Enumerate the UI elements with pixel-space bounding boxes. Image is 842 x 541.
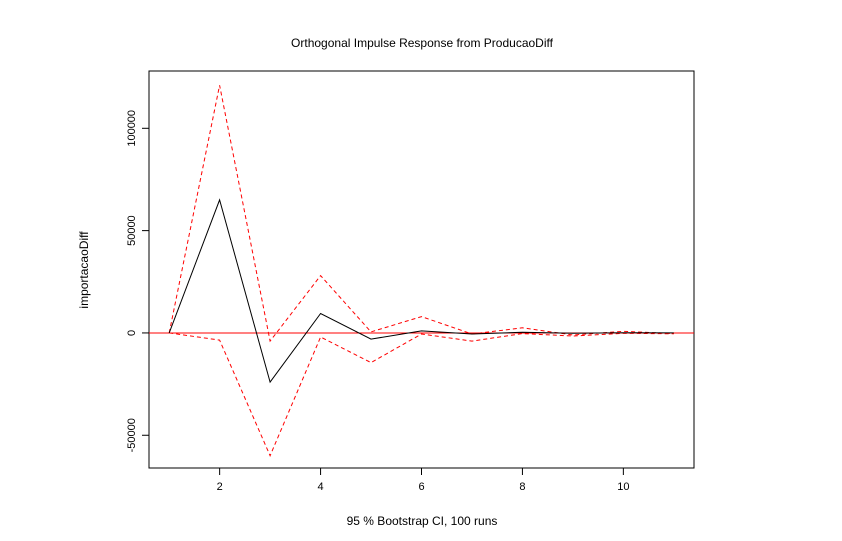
series-line-upper — [168, 85, 674, 343]
x-tick-label-2: 6 — [418, 481, 424, 493]
x-axis: 2 4 6 8 10 — [217, 468, 629, 493]
x-axis-label: 95 % Bootstrap CI, 100 runs — [347, 514, 498, 528]
y-axis-label: importacaoDiff — [77, 231, 91, 309]
x-tick-label-0: 2 — [217, 481, 223, 493]
y-tick-label-2: 50000 — [126, 215, 138, 246]
chart-title: Orthogonal Impulse Response from Produca… — [291, 36, 554, 50]
y-axis: -50000 0 50000 100000 — [126, 110, 149, 452]
series-line-response — [168, 198, 674, 384]
y-tick-label-0: -50000 — [126, 418, 138, 452]
series-line-lower — [169, 332, 674, 457]
x-tick-label-3: 8 — [519, 481, 525, 493]
series-layer — [149, 85, 694, 457]
y-tick-label-3: 100000 — [126, 110, 138, 147]
y-tick-label-1: 0 — [126, 330, 138, 336]
x-tick-label-4: 10 — [617, 481, 629, 493]
plot-frame — [148, 70, 695, 469]
x-tick-label-1: 4 — [318, 481, 324, 493]
